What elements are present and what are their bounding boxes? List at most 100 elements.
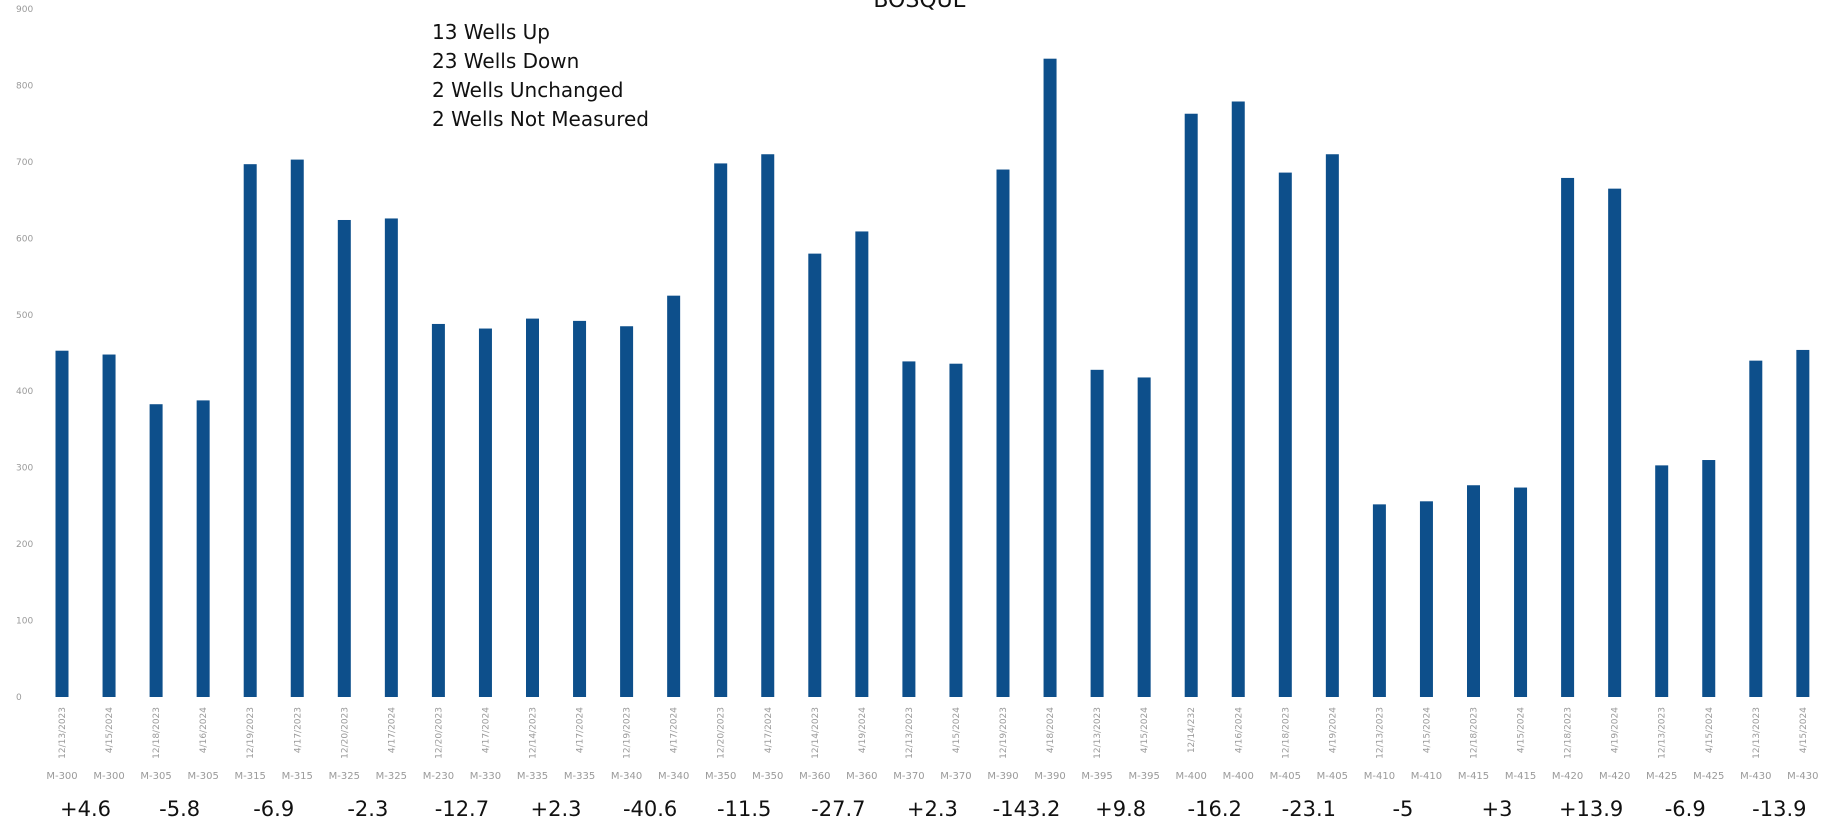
well-change-label: +2.3 — [907, 797, 958, 821]
bar — [1043, 58, 1057, 697]
bar — [667, 295, 681, 697]
y-tick-label: 600 — [16, 234, 33, 244]
bar — [431, 323, 445, 697]
x-well-label: M-395 — [1081, 771, 1112, 782]
x-well-label: M-300 — [93, 771, 124, 782]
x-well-label: M-325 — [329, 771, 360, 782]
well-change-label: -5.8 — [159, 797, 200, 821]
x-well-label: M-335 — [517, 771, 548, 782]
x-date-label: 4/18/2024 — [1046, 707, 1056, 753]
well-change-label: +9.8 — [1095, 797, 1146, 821]
bar — [996, 169, 1010, 698]
bar — [526, 318, 539, 697]
bar — [1561, 177, 1575, 698]
bar — [1608, 188, 1622, 697]
bar — [573, 320, 587, 697]
bar — [855, 231, 869, 697]
bars — [55, 58, 1810, 698]
y-tick-label: 900 — [16, 5, 33, 15]
x-well-label: M-350 — [705, 771, 736, 782]
x-well-label: M-230 — [423, 771, 454, 782]
bar — [1278, 172, 1292, 697]
bar — [1467, 485, 1480, 697]
bar — [1231, 101, 1245, 697]
bar — [149, 404, 163, 697]
bar — [761, 154, 775, 697]
x-well-label: M-430 — [1787, 771, 1818, 782]
x-date-label: 12/18/2023 — [1470, 707, 1480, 759]
x-date-label: 12/20/2023 — [340, 707, 350, 759]
well-change-label: -11.5 — [717, 797, 771, 821]
bar — [1419, 501, 1433, 697]
bar — [478, 328, 492, 697]
x-date-label: 4/19/2024 — [1611, 707, 1621, 753]
x-date-label: 4/15/2024 — [1799, 707, 1809, 753]
y-tick-label: 400 — [16, 387, 33, 397]
x-well-label: M-420 — [1552, 771, 1583, 782]
well-change-label: -5 — [1392, 797, 1413, 821]
x-well-label: M-400 — [1176, 771, 1207, 782]
bar — [102, 354, 116, 697]
x-well-label: M-425 — [1646, 771, 1677, 782]
y-tick-label: 300 — [16, 464, 33, 474]
bar — [949, 363, 963, 697]
summary-wells-up: 13 Wells Up — [432, 20, 550, 44]
x-date-label: 4/16/2024 — [1234, 707, 1244, 753]
x-date-label: 12/14/232 — [1187, 707, 1197, 753]
x-date-label: 4/17/2024 — [481, 707, 491, 753]
x-date-label: 12/14/2023 — [529, 707, 539, 759]
well-change-label: -16.2 — [1188, 797, 1242, 821]
bar — [1137, 377, 1151, 697]
x-well-label: M-325 — [376, 771, 407, 782]
x-well-label: M-390 — [987, 771, 1018, 782]
x-well-label: M-410 — [1364, 771, 1395, 782]
x-date-label: 12/13/2023 — [1752, 707, 1762, 759]
bar — [337, 219, 351, 697]
x-date-label: 12/14/2023 — [811, 707, 821, 759]
y-tick-label: 500 — [16, 311, 33, 321]
well-change-label: -13.9 — [1752, 797, 1806, 821]
well-change-label: -6.9 — [253, 797, 294, 821]
bar — [808, 253, 822, 697]
well-summary: 13 Wells Up 23 Wells Down 2 Wells Unchan… — [432, 18, 649, 134]
x-date-label: 12/19/2023 — [999, 707, 1009, 759]
bar — [620, 326, 634, 697]
x-date-label: 12/13/2023 — [1093, 707, 1103, 759]
x-well-label: M-305 — [140, 771, 171, 782]
x-date-label: 4/15/2024 — [1422, 707, 1432, 753]
x-date-label: 12/18/2023 — [1281, 707, 1291, 759]
x-well-label: M-350 — [752, 771, 783, 782]
x-well-label: M-330 — [470, 771, 501, 782]
x-well-label: M-360 — [846, 771, 877, 782]
well-change-label: -12.7 — [435, 797, 489, 821]
x-well-label: M-390 — [1034, 771, 1065, 782]
x-well-label: M-410 — [1411, 771, 1442, 782]
x-well-label: M-335 — [564, 771, 595, 782]
x-well-label: M-300 — [46, 771, 77, 782]
bar — [290, 159, 304, 697]
well-change-label: -27.7 — [811, 797, 865, 821]
well-change-label: +13.9 — [1559, 797, 1623, 821]
x-date-label: 4/15/2024 — [952, 707, 962, 753]
bar — [1514, 487, 1528, 697]
x-well-label: M-405 — [1317, 771, 1348, 782]
x-date-label: 12/20/2023 — [717, 707, 727, 759]
well-change-label: +4.6 — [60, 797, 111, 821]
y-tick-label: 700 — [16, 158, 33, 168]
x-well-label: M-315 — [235, 771, 266, 782]
bar — [1325, 154, 1339, 697]
bar — [243, 164, 257, 697]
bar — [384, 218, 398, 698]
chart-title: BOSQUE — [873, 0, 966, 13]
bar — [714, 163, 728, 697]
x-well-label: M-415 — [1505, 771, 1536, 782]
x-date-label: 12/13/2023 — [1375, 707, 1385, 759]
well-change-label: -23.1 — [1282, 797, 1336, 821]
x-well-label: M-370 — [940, 771, 971, 782]
x-date-label: 4/19/2024 — [858, 707, 868, 753]
x-date-label: 4/17/2024 — [387, 707, 397, 753]
well-change-label: -2.3 — [347, 797, 388, 821]
x-date-label: 4/15/2024 — [1517, 707, 1527, 753]
y-tick-label: 100 — [16, 617, 33, 627]
y-axis: 0 100 200 300 400 500 600 700 800 900 — [16, 5, 33, 703]
